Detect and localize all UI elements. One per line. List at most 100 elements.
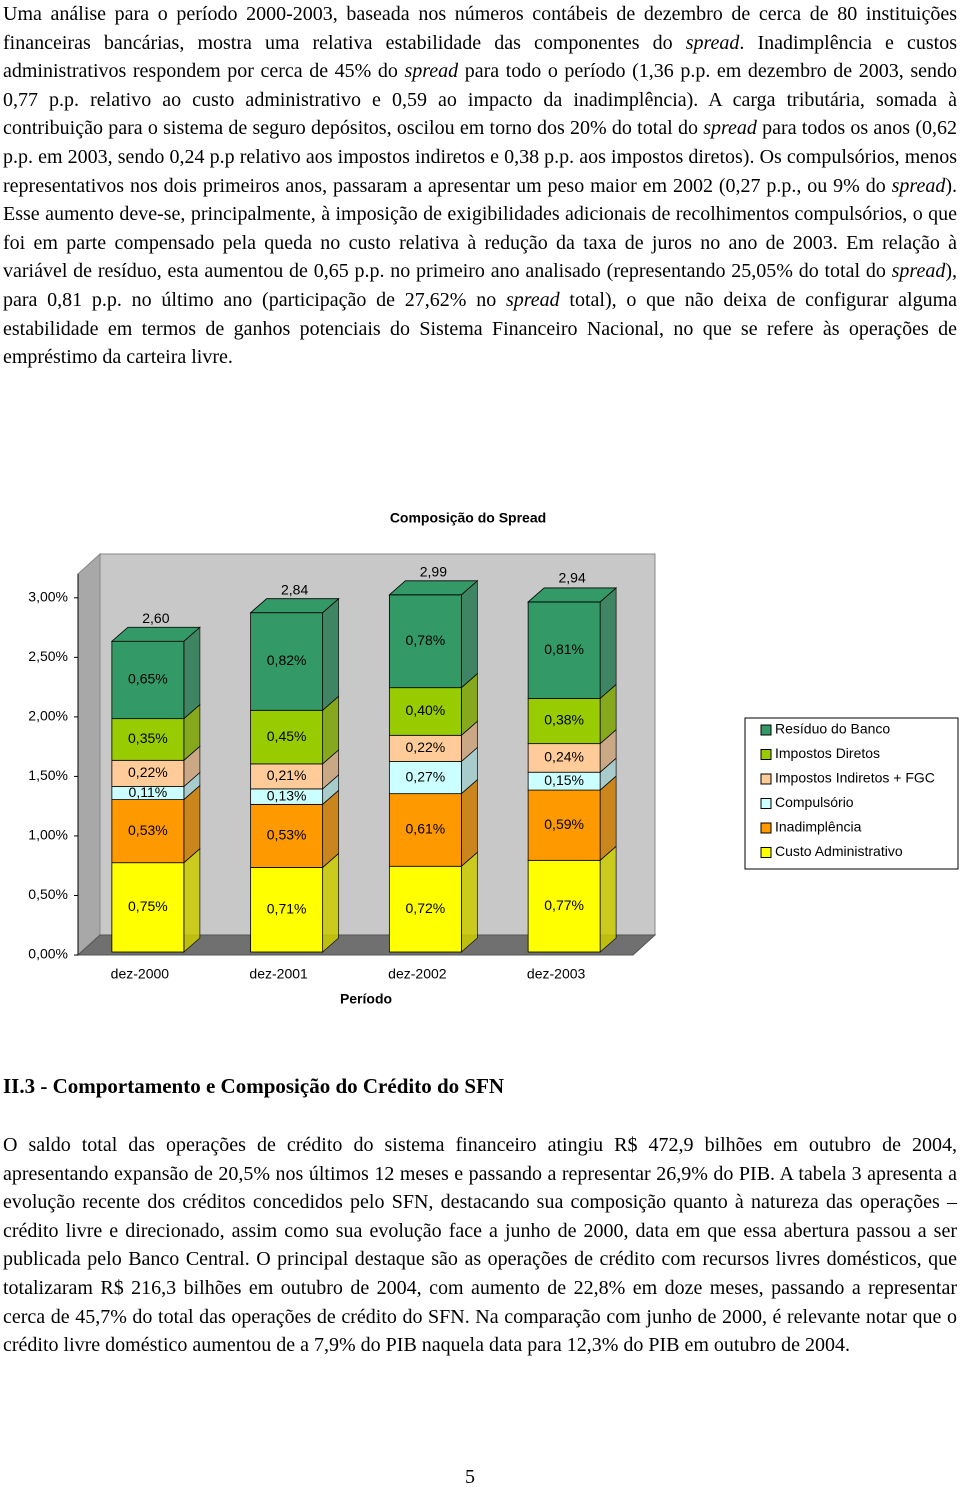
value-label: 0,72% (406, 900, 446, 916)
legend-label: Custo Administrativo (775, 843, 903, 859)
value-label: 0,35% (128, 730, 168, 746)
text-run: . Inadimplência e custos administrativos… (3, 31, 957, 83)
text-run: spread (685, 31, 740, 54)
x-tick-label: dez-2003 (527, 966, 586, 982)
value-label: 0,24% (544, 749, 584, 765)
value-label: 0,65% (128, 671, 168, 687)
value-label: 0,61% (406, 821, 446, 837)
value-label: 0,11% (129, 784, 168, 800)
floor (76, 934, 657, 956)
value-label: 0,40% (406, 702, 446, 718)
value-label: 0,38% (544, 712, 584, 728)
bar (527, 743, 601, 773)
y-tick-label: 1,00% (28, 827, 68, 843)
bar-side (460, 579, 478, 689)
bar-side (599, 775, 617, 862)
bar (250, 763, 324, 790)
legend-swatch (760, 724, 772, 736)
value-label: 0,81% (544, 641, 584, 657)
legend-box (744, 717, 959, 870)
value-label: 0,78% (406, 632, 446, 648)
bar-side (322, 852, 340, 953)
legend-swatch (760, 749, 772, 760)
total-label: 2,84 (281, 582, 308, 598)
legend-label: Inadimplência (775, 819, 862, 835)
bar (250, 709, 324, 765)
y-tick-label: 0,50% (28, 886, 68, 902)
value-label: 0,53% (267, 827, 307, 843)
x-tick-label: dez-2000 (111, 966, 170, 982)
y-tick-label: 2,00% (28, 708, 68, 724)
bar-top (110, 626, 201, 642)
bar-side (460, 851, 478, 953)
x-tick-label: dez-2001 (249, 966, 308, 982)
bar (527, 697, 601, 745)
text-run: ), para 0,81 p.p. no último ano (partici… (3, 260, 957, 311)
total-label: 2,99 (420, 564, 447, 580)
text-run: spread (703, 117, 757, 140)
bar-side (460, 778, 478, 868)
bar (250, 612, 324, 711)
total-label: 2,60 (142, 610, 169, 626)
bar-top (527, 587, 618, 603)
value-label: 0,71% (267, 900, 307, 916)
y-tick-label: 1,50% (28, 767, 68, 783)
bar-top (249, 598, 340, 614)
bar-top (388, 580, 479, 596)
bar (388, 865, 462, 953)
legend-label: Resíduo do Banco (775, 721, 890, 737)
text-run: para todos os anos (0,62 p.p. em 2003, s… (3, 117, 957, 197)
value-label: 0,13% (267, 787, 307, 803)
bar-side (599, 845, 617, 953)
legend-swatch (760, 822, 772, 834)
bar (111, 862, 185, 953)
legend-label: Impostos Diretos (775, 745, 880, 761)
text-run: spread (505, 288, 560, 311)
value-label: 0,45% (267, 728, 307, 744)
chart: Composição do Spread Período 0,00% 0,50% 1… (28, 510, 959, 1007)
y-tick-label: 0,00% (28, 946, 68, 962)
bar (250, 867, 324, 953)
value-label: 0,15% (544, 772, 584, 788)
bar (111, 799, 185, 864)
paragraph: Uma análise para o período 2000-2003, ba… (3, 0, 957, 372)
legend-swatch (760, 773, 772, 785)
bar-side (183, 626, 201, 720)
y-tick-label: 3,00% (28, 589, 68, 605)
text-run: O saldo total das operações de crédito d… (3, 1134, 957, 1357)
paragraph: O saldo total das operações de crédito d… (3, 1131, 957, 1360)
text-run: ). Esse aumento deve-se, principalmente,… (3, 174, 957, 283)
y-tick-label: 2,50% (28, 648, 68, 664)
text-run: para todo o período (1,36 p.p. em dezemb… (3, 60, 957, 140)
text-run: Uma análise para o período 2000-2003, ba… (3, 3, 957, 54)
chart-title: Composição do Spread (390, 510, 546, 526)
value-label: 0,82% (267, 652, 307, 668)
bar-side (322, 597, 340, 712)
side-wall (77, 552, 101, 957)
bar-side (599, 587, 617, 700)
legend-swatch (760, 798, 772, 809)
bar (250, 803, 324, 868)
value-label: 0,22% (406, 739, 446, 755)
value-label: 0,59% (544, 816, 584, 832)
bar (111, 759, 185, 787)
legend-swatch (760, 847, 772, 858)
total-label: 2,94 (559, 570, 586, 586)
text-run: spread (891, 174, 946, 197)
bar (388, 761, 462, 795)
bar (527, 601, 601, 699)
value-label: 0,77% (544, 897, 584, 913)
value-label: 0,75% (128, 898, 168, 914)
text-run: total), o que não deixa de configurar al… (3, 288, 957, 369)
legend-label: Compulsório (775, 794, 854, 810)
text-run: spread (404, 60, 459, 83)
value-label: 0,27% (406, 768, 446, 784)
legend-label: Impostos Indiretos + FGC (775, 770, 935, 786)
value-label: 0,22% (128, 764, 168, 780)
value-label: 0,53% (128, 822, 168, 838)
page-number: 5 (465, 1466, 475, 1488)
section-heading: II.3 - Comportamento e Composição do Cré… (3, 1074, 505, 1098)
bar (111, 640, 185, 720)
text-run: spread (891, 260, 946, 283)
